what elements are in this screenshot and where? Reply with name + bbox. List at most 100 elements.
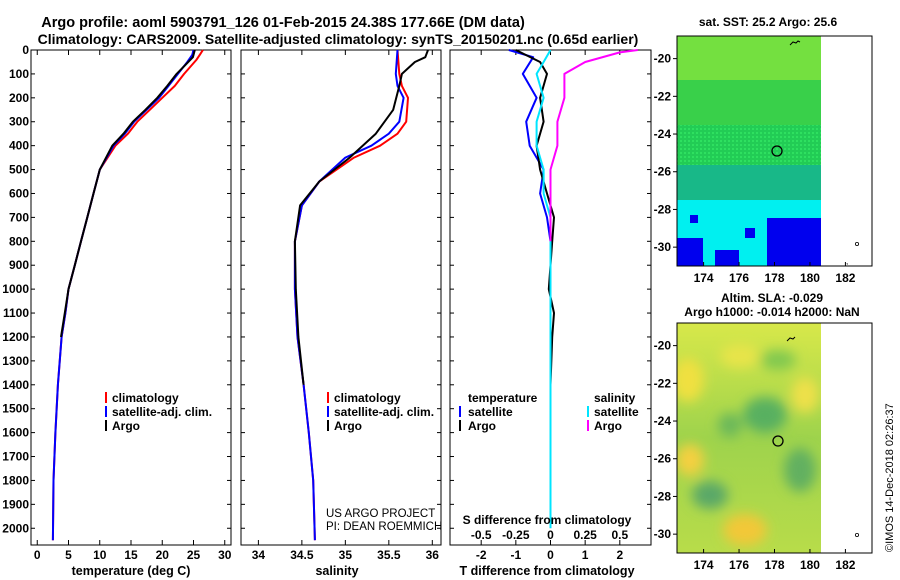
map-x-tick-label: 178 — [764, 271, 784, 285]
sst-band-north — [677, 36, 821, 80]
sla-blob-low-4 — [718, 413, 742, 437]
depth-tick-label: 600 — [9, 186, 29, 200]
x-tick-label: 10 — [93, 548, 107, 562]
legend-sat-label: satellite-adj. clim. — [112, 405, 212, 419]
x-tick-label: 2 — [616, 548, 623, 562]
salinity-legend: climatology satellite-adj. clim. Argo — [327, 391, 434, 433]
depth-tick-label: 1700 — [2, 450, 29, 464]
legend-clim-label: climatology — [334, 391, 401, 405]
legend-t-sat-label: satellite — [468, 405, 513, 419]
sla-blob-high-2 — [720, 344, 760, 368]
depth-tick-label: 800 — [9, 234, 29, 248]
sst-argo-position-marker — [771, 145, 783, 157]
x-tick-label: 34 — [252, 548, 266, 562]
sla-blob-high-3 — [677, 444, 704, 476]
x-tick-label: 35 — [339, 548, 353, 562]
series-line-climatology — [51, 49, 204, 541]
depth-tick-label: 300 — [9, 115, 29, 129]
figure-title-line1: Argo profile: aoml 5903791_126 01-Feb-20… — [41, 15, 525, 31]
x-tick-label: 35.5 — [377, 548, 401, 562]
sst-coast-mark — [789, 40, 801, 46]
map-y-tick-label: -26 — [654, 452, 672, 466]
series-line-t-argo — [515, 49, 555, 385]
sst-patch-blue-1 — [767, 218, 821, 266]
sla-blob-high-1 — [677, 358, 704, 402]
difference-xlabel-top: S difference from climatology — [463, 513, 632, 527]
map-x-tick-label: 182 — [835, 558, 855, 572]
sst-island-marker — [855, 241, 860, 246]
x-top-tick-label: 0.5 — [611, 528, 628, 542]
sla-coast-mark — [786, 336, 796, 342]
depth-tick-label: 0 — [22, 43, 29, 57]
temperature-chart: 0 5 10 15 20 25 30 — [31, 49, 232, 562]
sla-map — [676, 322, 873, 554]
sst-band-middeep — [677, 165, 821, 200]
x-top-tick-label: 0.25 — [573, 528, 597, 542]
x-top-tick-label: 0 — [547, 528, 554, 542]
x-tick-label: 0 — [547, 548, 554, 562]
map-x-tick-label: 174 — [694, 558, 714, 572]
sla-map-title: Altim. SLA: -0.029 — [721, 291, 823, 305]
legend-argo-label: Argo — [334, 419, 362, 433]
credit-line2: PI: DEAN ROEMMICH — [326, 521, 442, 533]
sla-blob-mid-1 — [760, 350, 796, 370]
sla-blobs — [677, 344, 819, 546]
sla-blob-high-4 — [723, 514, 767, 546]
sst-map-title: sat. SST: 25.2 Argo: 25.6 — [699, 15, 838, 29]
imos-timestamp: ©IMOS 14-Dec-2018 02:26:37 — [884, 403, 896, 552]
sst-island-label: , — [846, 257, 848, 266]
sst-patch-blue-2 — [677, 238, 703, 266]
legend-t-argo-label: Argo — [468, 419, 496, 433]
sst-patch-blue-4 — [745, 228, 755, 238]
map-y-tick-label: -22 — [654, 376, 672, 390]
sla-map-subtitle: Argo h1000: -0.014 h2000: NaN — [684, 305, 859, 319]
x-top-tick-label: -0.25 — [502, 528, 530, 542]
sst-band-upper — [677, 80, 821, 125]
x-tick-label: -2 — [476, 548, 487, 562]
depth-tick-label: 1500 — [2, 402, 29, 416]
x-tick-label: 1 — [582, 548, 589, 562]
sst-map: , — [676, 35, 873, 267]
series-line-satellite-adj-clim- — [293, 49, 405, 541]
depth-tick-label: 2000 — [2, 521, 29, 535]
series-line-s-satellite — [535, 49, 552, 529]
x-tick-label: 5 — [65, 548, 72, 562]
sla-blob-low-3 — [784, 448, 816, 492]
depth-tick-label: 1600 — [2, 426, 29, 440]
sst-band-mid — [677, 125, 821, 165]
x-tick-label: 25 — [187, 548, 201, 562]
depth-tick-label: 400 — [9, 139, 29, 153]
depth-tick-label: 1000 — [2, 282, 29, 296]
map-y-tick-label: -24 — [654, 127, 672, 141]
legend-s-sat-label: satellite — [594, 405, 639, 419]
sla-blob-low-2 — [692, 481, 728, 509]
difference-legend: temperature salinity satellite Argo sate… — [459, 391, 639, 433]
legend-clim-label: climatology — [112, 391, 179, 405]
map-y-tick-label: -28 — [654, 202, 672, 216]
depth-tick-label: 100 — [9, 67, 29, 81]
depth-tick-label: 1400 — [2, 378, 29, 392]
legend-argo-label: Argo — [112, 419, 140, 433]
map-x-tick-label: 176 — [729, 558, 749, 572]
x-tick-label: 36 — [426, 548, 440, 562]
map-y-tick-label: -30 — [654, 240, 672, 254]
map-y-tick-label: -22 — [654, 89, 672, 103]
map-x-tick-label: 174 — [694, 271, 714, 285]
sst-patch-blue-3 — [715, 250, 739, 266]
x-top-tick-label: -0.5 — [471, 528, 492, 542]
map-x-tick-label: 176 — [729, 271, 749, 285]
x-tick-label: 20 — [156, 548, 170, 562]
map-y-tick-label: -28 — [654, 489, 672, 503]
map-x-tick-label: 178 — [764, 558, 784, 572]
depth-tick-label: 900 — [9, 258, 29, 272]
depth-tick-label: 1800 — [2, 473, 29, 487]
sla-island-marker — [855, 533, 860, 538]
depth-axis: 0 100 200 300 400 500 600 700 800 900 1000 1100 1200… — [2, 43, 29, 535]
depth-tick-label: 1300 — [2, 354, 29, 368]
series-line-argo — [293, 49, 429, 385]
temperature-legend: climatology satellite-adj. clim. Argo — [105, 391, 212, 433]
map-x-tick-label: 182 — [835, 271, 855, 285]
series-line-t-satellite — [508, 49, 552, 481]
series-line-s-argo — [549, 49, 638, 242]
